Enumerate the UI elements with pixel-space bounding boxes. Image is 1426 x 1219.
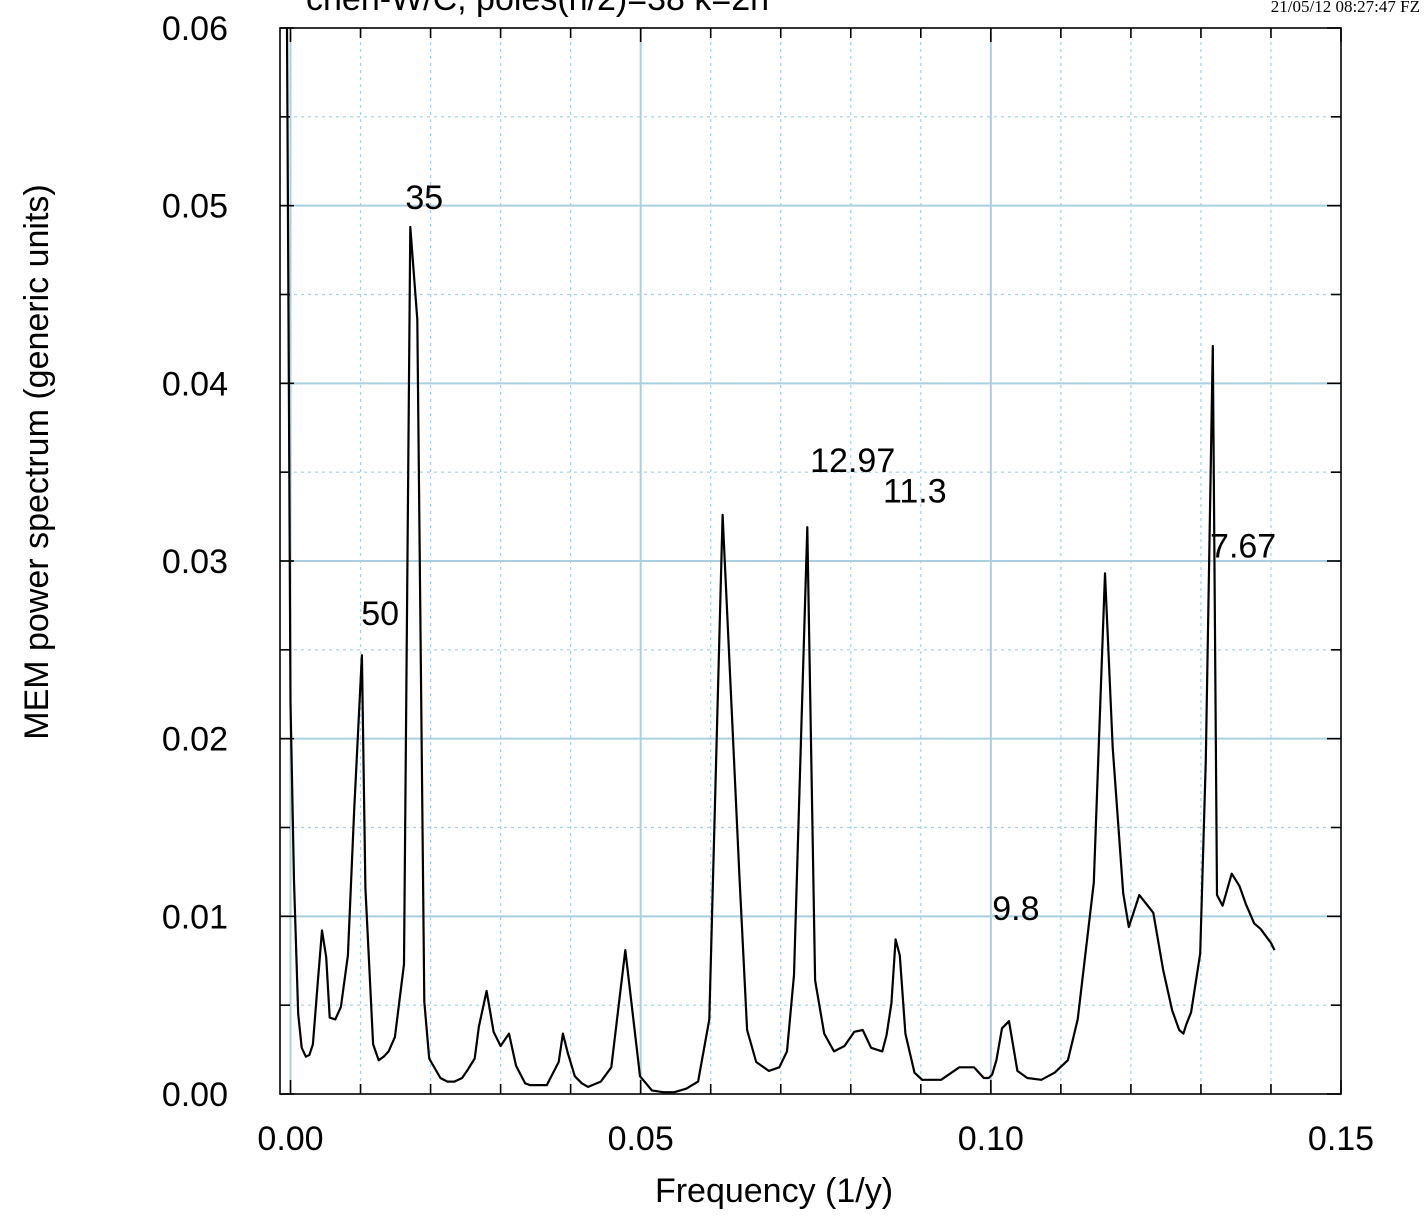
timestamp: 21/05/12 08:27:47 FZ (1271, 0, 1420, 16)
peak-label: 7.67 (1210, 527, 1276, 565)
x-tick-labels: 0.00 0.05 0.10 0.15 (257, 1120, 1374, 1158)
axis-ticks (280, 27, 1342, 1095)
x-tick-label: 0.05 (608, 1120, 674, 1158)
y-tick-label: 0.01 (162, 898, 228, 936)
y-tick-label: 0.04 (162, 365, 228, 403)
y-tick-label: 0.00 (162, 1076, 228, 1114)
x-tick-label: 0.00 (257, 1120, 323, 1158)
peak-label: 50 (361, 595, 399, 633)
y-tick-labels: 0.00 0.01 0.02 0.03 0.04 0.05 0.06 (162, 10, 228, 1114)
y-tick-label: 0.06 (162, 10, 228, 48)
x-axis-title: Frequency (1/y) (655, 1172, 893, 1210)
y-tick-label: 0.03 (162, 543, 228, 581)
x-tick-label: 0.15 (1308, 1120, 1374, 1158)
y-tick-label: 0.02 (162, 721, 228, 759)
peak-label: 12.97 (810, 442, 895, 480)
peak-label: 35 (405, 179, 443, 217)
y-axis-title: MEM power spectrum (generic units) (18, 184, 56, 740)
peak-label: 11.3 (883, 472, 947, 510)
x-tick-label: 0.10 (958, 1120, 1024, 1158)
peak-label: 9.8 (992, 890, 1039, 928)
chart-title: chen-W/C, poles(n/2)=38 k=2n (306, 0, 769, 18)
y-tick-label: 0.05 (162, 188, 228, 226)
spectrum-line (285, 27, 1276, 1094)
